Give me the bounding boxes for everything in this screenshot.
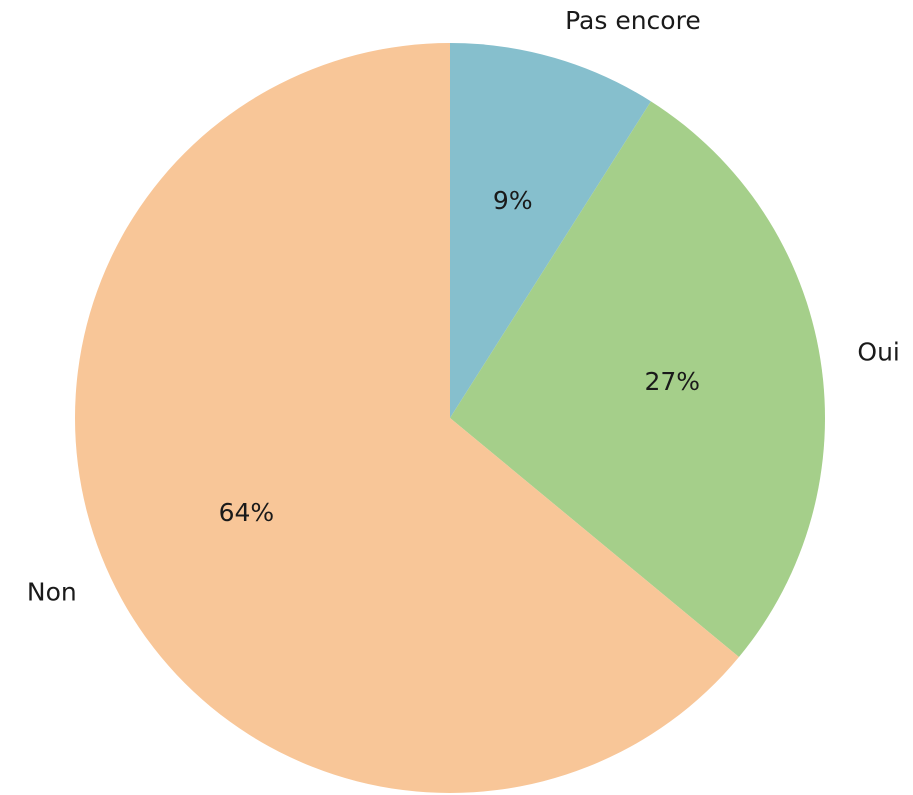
value-label: 27%: [644, 367, 700, 396]
slice-label: Pas encore: [565, 6, 701, 35]
slice-label: Oui: [857, 337, 899, 366]
value-label: 9%: [493, 186, 533, 215]
value-label: 64%: [219, 498, 275, 527]
slice-label: Non: [27, 578, 77, 607]
pie-slice: [450, 101, 825, 658]
pie-slice: [74, 43, 739, 793]
pie-slice: [450, 43, 651, 418]
